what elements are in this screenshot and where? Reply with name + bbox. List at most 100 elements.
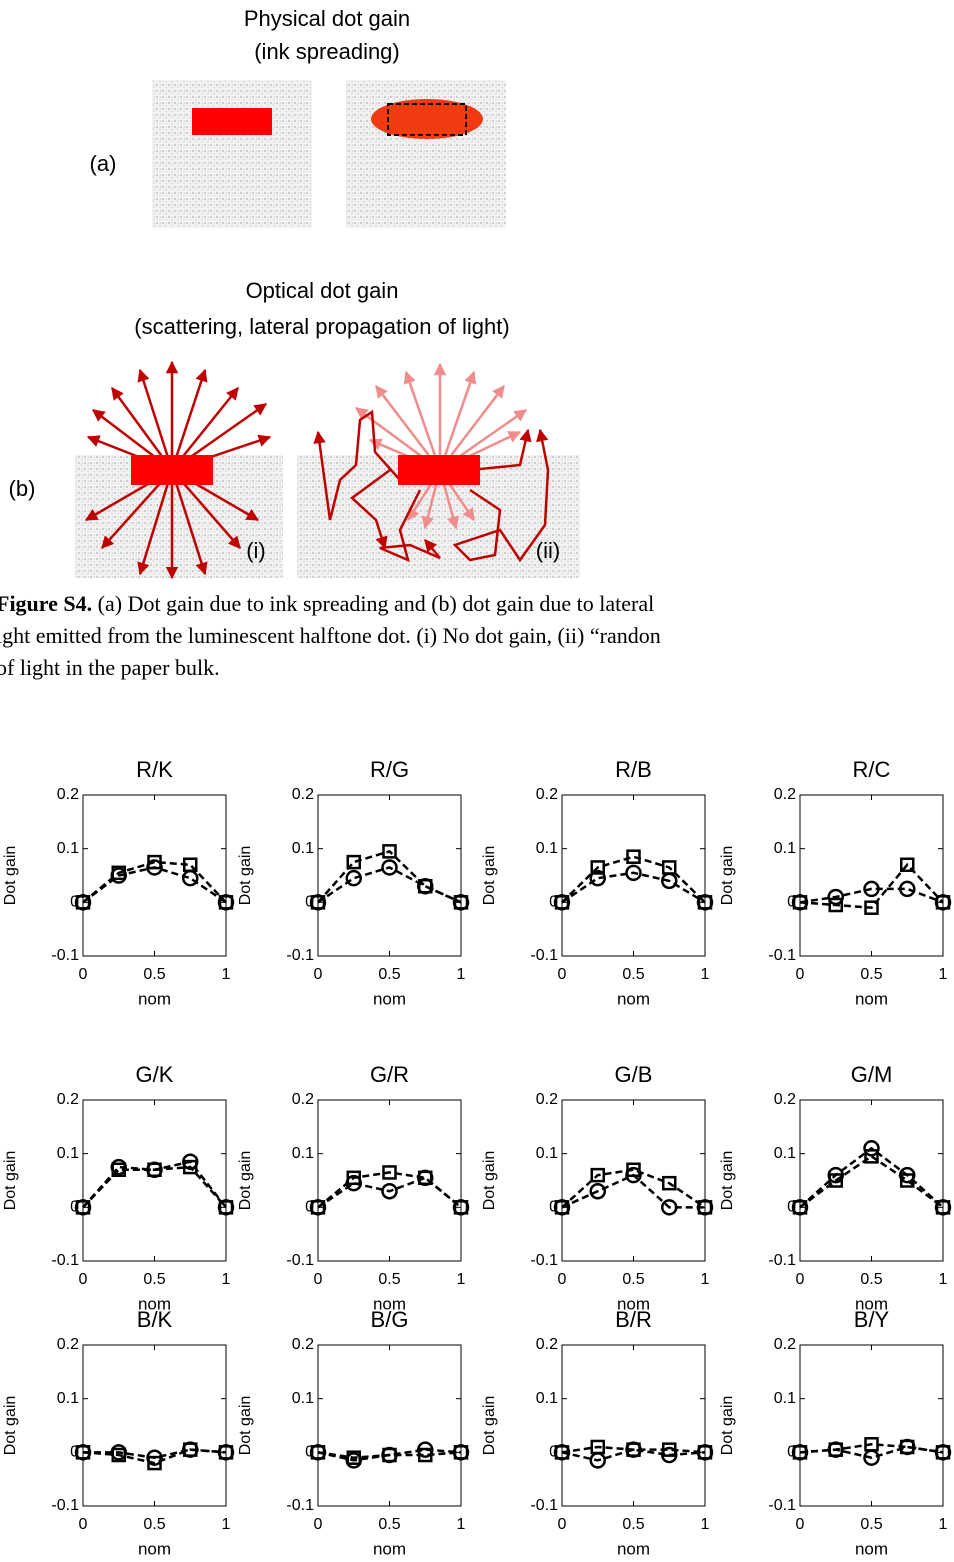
figure: Physical dot gain (ink spreading) (a) Op…	[0, 0, 954, 1562]
caption-lead: Figure S4.	[0, 591, 92, 616]
x-axis-label: nom	[617, 1539, 650, 1558]
chart-title: B/Y	[854, 1307, 890, 1332]
x-tick-label: 1	[457, 1516, 466, 1533]
page: Physical dot gain (ink spreading) (a) Op…	[0, 0, 954, 1562]
x-axis-label: nom	[373, 1539, 406, 1558]
x-tick-label: 0	[79, 966, 88, 983]
x-tick-label: 1	[701, 1516, 710, 1533]
x-tick-label: 0	[796, 1271, 805, 1288]
chart-title: G/M	[851, 1062, 893, 1087]
y-tick-label: 0.1	[774, 840, 796, 857]
x-tick-label: 1	[457, 1271, 466, 1288]
y-tick-label: 0.1	[536, 1390, 558, 1407]
y-axis-label: Dot gain	[719, 846, 736, 906]
y-axis-label: Dot gain	[237, 1396, 254, 1456]
caption-text: (a) Dot gain due to ink spreading and (b…	[98, 591, 655, 616]
x-tick-label: 1	[939, 1516, 948, 1533]
x-tick-label: 1	[222, 966, 231, 983]
y-tick-label: -0.1	[286, 947, 314, 964]
y-tick-label: -0.1	[768, 947, 796, 964]
plot-area	[562, 795, 705, 956]
y-tick-label: 0.1	[292, 1390, 314, 1407]
y-tick-label: 0.1	[536, 840, 558, 857]
y-tick-label: 0.2	[536, 1336, 558, 1353]
y-axis-label: Dot gain	[481, 1151, 498, 1211]
x-tick-label: 0.5	[378, 966, 400, 983]
y-axis-label: Dot gain	[719, 1151, 736, 1211]
x-tick-label: 0	[558, 1271, 567, 1288]
x-tick-label: 0.5	[622, 1271, 644, 1288]
x-tick-label: 1	[457, 966, 466, 983]
ink-dot	[192, 108, 272, 135]
chart-title: G/R	[370, 1062, 409, 1087]
y-tick-label: 0.2	[774, 786, 796, 803]
plot-area	[83, 1345, 226, 1506]
x-tick-label: 0	[558, 966, 567, 983]
x-axis-label: nom	[617, 989, 650, 1008]
y-axis-label: Dot gain	[2, 1396, 19, 1456]
y-tick-label: 0.2	[292, 1336, 314, 1353]
y-tick-label: 0.1	[774, 1390, 796, 1407]
x-tick-label: 1	[701, 966, 710, 983]
x-tick-label: 0	[79, 1271, 88, 1288]
panel-b-label: (b)	[9, 476, 36, 501]
x-tick-label: 0.5	[143, 1516, 165, 1533]
x-tick-label: 0.5	[622, 966, 644, 983]
x-tick-label: 0.5	[378, 1271, 400, 1288]
x-tick-label: 1	[222, 1516, 231, 1533]
x-axis-label: nom	[138, 1539, 171, 1558]
plot-area	[562, 1100, 705, 1261]
x-tick-label: 0.5	[378, 1516, 400, 1533]
x-tick-label: 0.5	[143, 1271, 165, 1288]
x-tick-label: 0	[796, 966, 805, 983]
y-tick-label: 0.2	[57, 1091, 79, 1108]
y-axis-label: Dot gain	[481, 1396, 498, 1456]
y-tick-label: 0.2	[536, 786, 558, 803]
chart-title: B/R	[615, 1307, 652, 1332]
plot-area	[800, 795, 943, 956]
panel-b-subtitle: (scattering, lateral propagation of ligh…	[134, 314, 509, 339]
x-tick-label: 0	[558, 1516, 567, 1533]
x-tick-label: 0.5	[622, 1516, 644, 1533]
plot-area	[562, 1345, 705, 1506]
panel-b-title: Optical dot gain	[246, 278, 399, 303]
chart-title: R/K	[136, 757, 173, 782]
x-tick-label: 0	[314, 966, 323, 983]
y-tick-label: -0.1	[530, 1252, 558, 1269]
x-tick-label: 0	[796, 1516, 805, 1533]
y-axis-label: Dot gain	[2, 846, 19, 906]
y-axis-label: Dot gain	[237, 846, 254, 906]
chart-title: B/G	[371, 1307, 409, 1332]
panel-a-title: Physical dot gain	[244, 6, 410, 31]
y-tick-label: 0.2	[57, 1336, 79, 1353]
plot-area	[318, 1100, 461, 1261]
caption-line: ight emitted from the luminescent halfto…	[0, 623, 661, 648]
x-axis-label: nom	[373, 989, 406, 1008]
y-tick-label: -0.1	[51, 947, 79, 964]
x-tick-label: 1	[939, 1271, 948, 1288]
x-tick-label: 1	[222, 1271, 231, 1288]
y-axis-label: Dot gain	[481, 846, 498, 906]
y-tick-label: 0.1	[57, 1390, 79, 1407]
y-tick-label: -0.1	[530, 947, 558, 964]
chart-title: G/K	[136, 1062, 174, 1087]
caption-line: of light in the paper bulk.	[0, 655, 220, 680]
y-tick-label: 0.2	[774, 1336, 796, 1353]
y-tick-label: 0.1	[57, 1145, 79, 1162]
caption-line: Figure S4. (a) Dot gain due to ink sprea…	[0, 591, 654, 616]
luminescent-dot	[131, 455, 213, 485]
y-tick-label: -0.1	[286, 1252, 314, 1269]
x-tick-label: 0.5	[860, 966, 882, 983]
paper-texture	[152, 80, 312, 228]
luminescent-dot	[398, 455, 480, 485]
x-tick-label: 0	[314, 1516, 323, 1533]
x-tick-label: 0.5	[860, 1271, 882, 1288]
x-tick-label: 0	[314, 1271, 323, 1288]
x-axis-label: nom	[855, 989, 888, 1008]
plot-area	[800, 1345, 943, 1506]
y-tick-label: 0.1	[536, 1145, 558, 1162]
y-tick-label: 0.1	[292, 1145, 314, 1162]
x-tick-label: 1	[939, 966, 948, 983]
chart-title: G/B	[615, 1062, 653, 1087]
y-tick-label: -0.1	[768, 1252, 796, 1269]
